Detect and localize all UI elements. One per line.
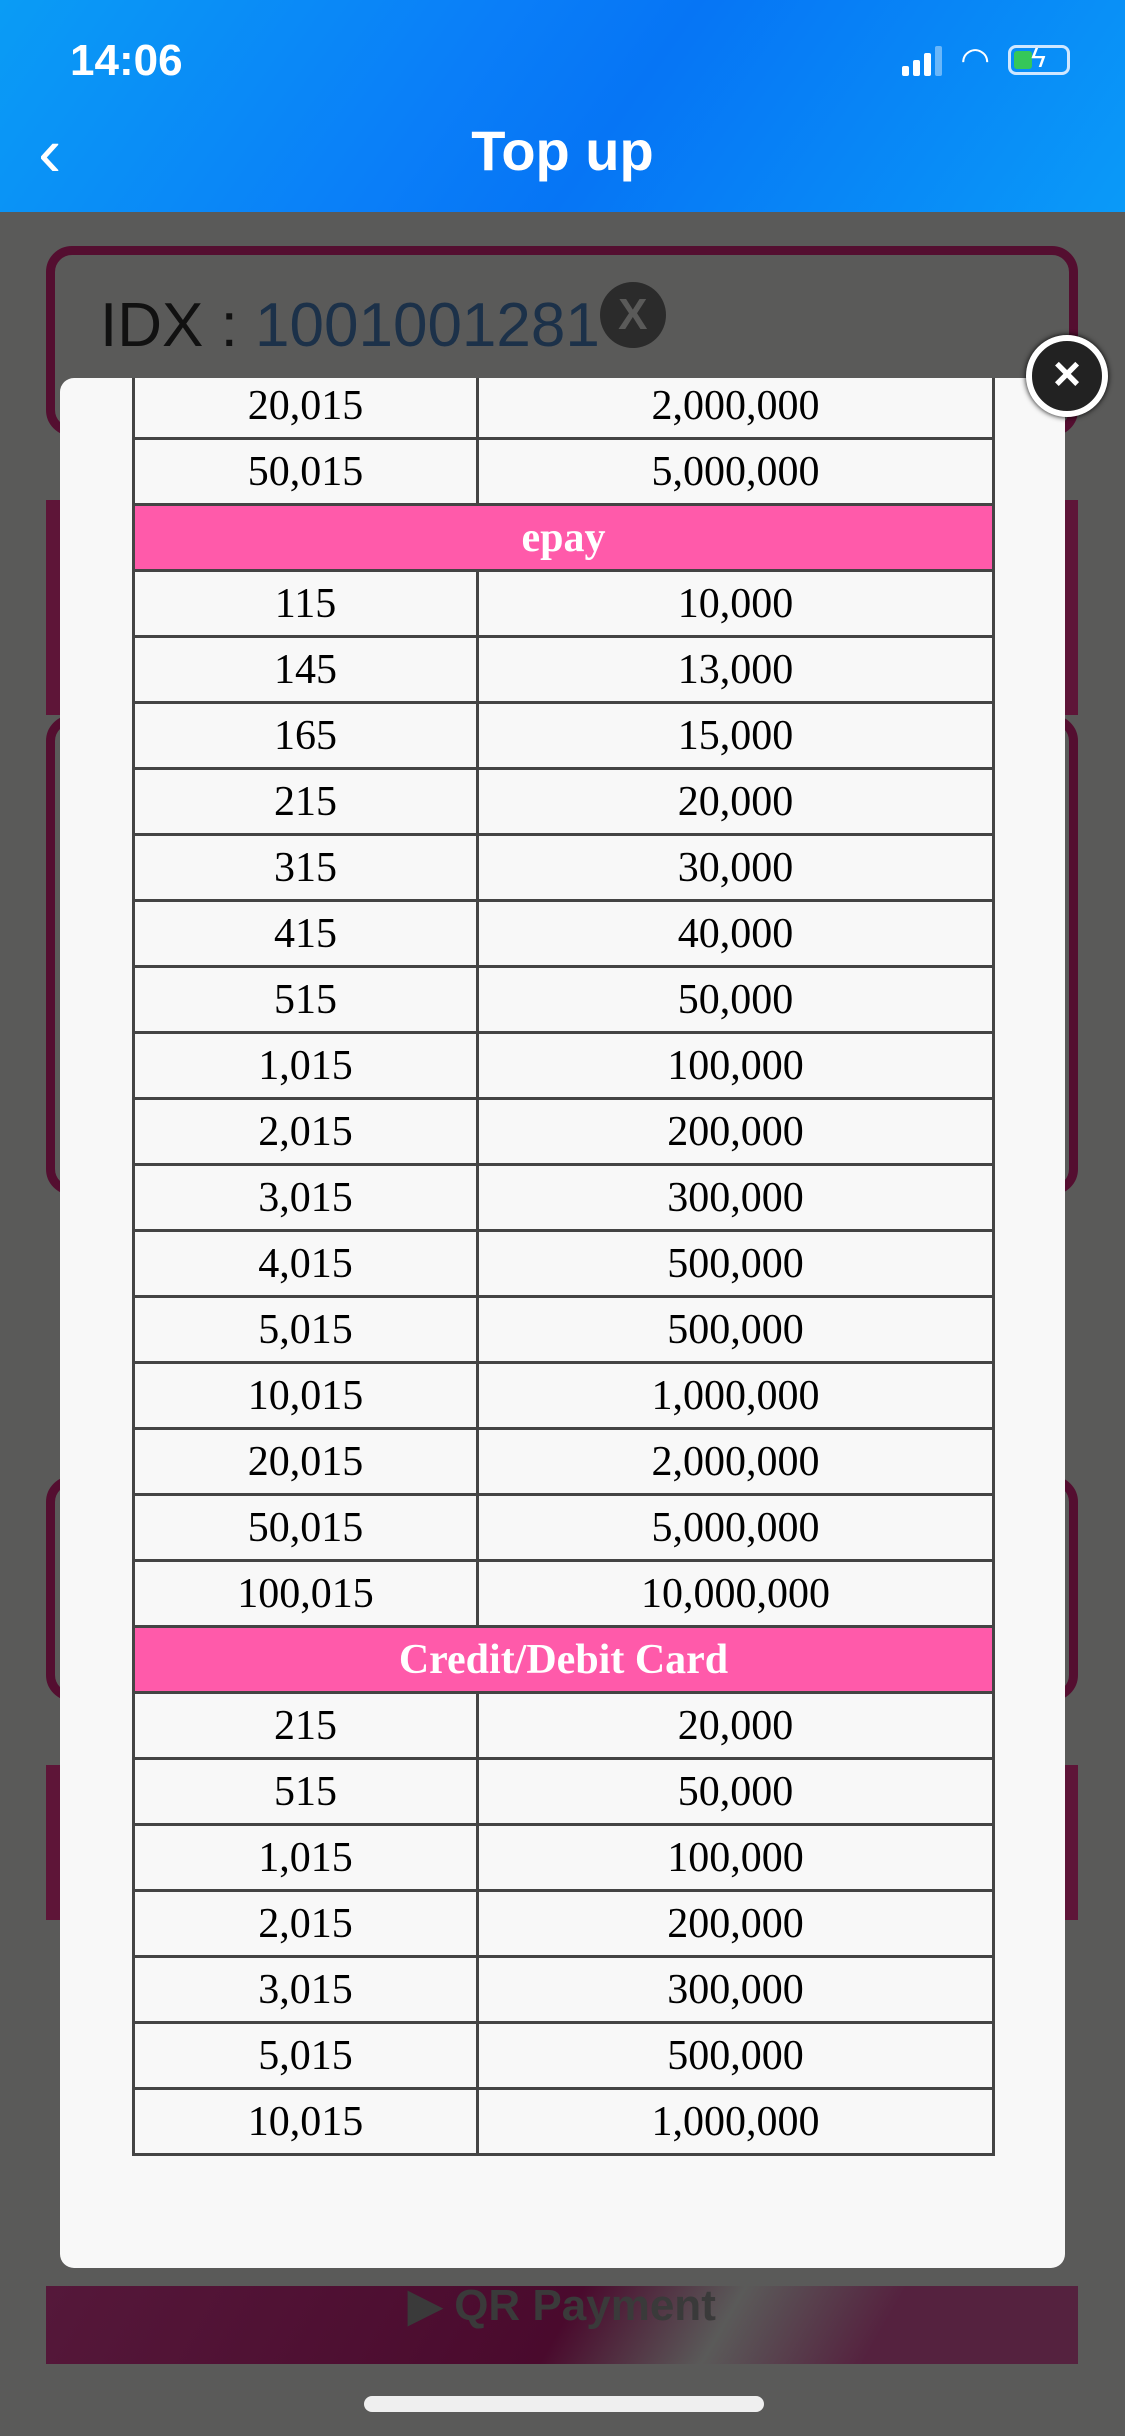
amount-cell: 500,000 <box>476 1229 995 1298</box>
home-indicator[interactable] <box>364 2396 764 2412</box>
fee-cell: 315 <box>132 833 479 902</box>
amount-cell: 15,000 <box>476 701 995 770</box>
amount-cell: 500,000 <box>476 1295 995 1364</box>
amount-cell: 500,000 <box>476 2021 995 2090</box>
fee-cell: 50,015 <box>132 1493 479 1562</box>
amount-cell: 10,000,000 <box>476 1559 995 1628</box>
table-row: 3,015 300,000 <box>132 1955 995 2024</box>
fee-cell: 20,015 <box>132 1427 479 1496</box>
amount-cell: 200,000 <box>476 1097 995 1166</box>
close-modal-button[interactable]: × <box>1026 335 1108 417</box>
table-row: 315 30,000 <box>132 833 995 902</box>
table-row: 10,015 1,000,000 <box>132 1361 995 1430</box>
section-header-row: epay <box>132 503 995 572</box>
amount-cell: 100,000 <box>476 1031 995 1100</box>
fee-cell: 4,015 <box>132 1229 479 1298</box>
amount-cell: 100,000 <box>476 1823 995 1892</box>
table-row: 215 20,000 <box>132 767 995 836</box>
table-row: 3,015 300,000 <box>132 1163 995 1232</box>
wifi-icon: ◠ <box>960 41 990 79</box>
fee-cell: 1,015 <box>132 1823 479 1892</box>
amount-cell: 300,000 <box>476 1955 995 2024</box>
table-row: 215 20,000 <box>132 1691 995 1760</box>
table-row: 20,015 2,000,000 <box>132 378 995 440</box>
section-title: epay <box>132 503 995 572</box>
fee-cell: 20,015 <box>132 378 479 440</box>
qr-payment-label: ▶ QR Payment <box>408 2281 716 2330</box>
amount-cell: 1,000,000 <box>476 2087 995 2156</box>
amount-cell: 2,000,000 <box>476 1427 995 1496</box>
amount-cell: 13,000 <box>476 635 995 704</box>
fee-table-modal: 20,015 2,000,000 50,015 5,000,000 epay 115 10,… <box>60 378 1065 2268</box>
fee-cell: 5,015 <box>132 1295 479 1364</box>
table-row: 115 10,000 <box>132 569 995 638</box>
nav-header: 14:06 ◠ ϟ ‹ Top up <box>0 0 1125 212</box>
fee-cell: 1,015 <box>132 1031 479 1100</box>
amount-cell: 10,000 <box>476 569 995 638</box>
back-button[interactable]: ‹ <box>38 113 62 191</box>
table-row: 1,015 100,000 <box>132 1031 995 1100</box>
amount-cell: 2,000,000 <box>476 378 995 440</box>
amount-cell: 50,000 <box>476 1757 995 1826</box>
status-icons: ◠ ϟ <box>902 40 1070 80</box>
amount-cell: 5,000,000 <box>476 1493 995 1562</box>
fee-cell: 5,015 <box>132 2021 479 2090</box>
fee-cell: 115 <box>132 569 479 638</box>
page-title: Top up <box>471 119 654 182</box>
section-title: Credit/Debit Card <box>132 1625 995 1694</box>
fee-cell: 2,015 <box>132 1097 479 1166</box>
amount-cell: 300,000 <box>476 1163 995 1232</box>
fee-cell: 215 <box>132 1691 479 1760</box>
table-row: 20,015 2,000,000 <box>132 1427 995 1496</box>
amount-cell: 1,000,000 <box>476 1361 995 1430</box>
table-row: 50,015 5,000,000 <box>132 437 995 506</box>
table-row: 5,015 500,000 <box>132 1295 995 1364</box>
fee-cell: 165 <box>132 701 479 770</box>
table-row: 415 40,000 <box>132 899 995 968</box>
fee-cell: 3,015 <box>132 1163 479 1232</box>
table-row: 50,015 5,000,000 <box>132 1493 995 1562</box>
fee-cell: 515 <box>132 965 479 1034</box>
table-row: 4,015 500,000 <box>132 1229 995 1298</box>
table-row: 515 50,000 <box>132 965 995 1034</box>
status-time: 14:06 <box>70 36 183 85</box>
signal-icon <box>902 44 943 76</box>
fee-cell: 215 <box>132 767 479 836</box>
table-row: 1,015 100,000 <box>132 1823 995 1892</box>
qr-payment-button[interactable]: ▶ QR Payment <box>46 2284 1078 2364</box>
amount-cell: 40,000 <box>476 899 995 968</box>
battery-charging-icon: ϟ <box>1008 42 1070 75</box>
idx-label: IDX : <box>100 291 256 360</box>
fee-cell: 100,015 <box>132 1559 479 1628</box>
idx-field: IDX : 1001001281 X <box>100 282 666 361</box>
table-row: 10,015 1,000,000 <box>132 2087 995 2156</box>
table-row: 2,015 200,000 <box>132 1097 995 1166</box>
amount-cell: 30,000 <box>476 833 995 902</box>
table-row: 2,015 200,000 <box>132 1889 995 1958</box>
fee-cell: 10,015 <box>132 2087 479 2156</box>
amount-cell: 50,000 <box>476 965 995 1034</box>
table-row: 100,015 10,000,000 <box>132 1559 995 1628</box>
clear-idx-button[interactable]: X <box>599 282 666 348</box>
idx-value: 1001001281 <box>255 291 600 360</box>
amount-cell: 5,000,000 <box>476 437 995 506</box>
fee-cell: 50,015 <box>132 437 479 506</box>
table-row: 165 15,000 <box>132 701 995 770</box>
fee-table: 20,015 2,000,000 50,015 5,000,000 epay 115 10,… <box>132 378 995 2156</box>
fee-cell: 515 <box>132 1757 479 1826</box>
table-row: 515 50,000 <box>132 1757 995 1826</box>
table-row: 145 13,000 <box>132 635 995 704</box>
amount-cell: 20,000 <box>476 1691 995 1760</box>
amount-cell: 20,000 <box>476 767 995 836</box>
fee-cell: 415 <box>132 899 479 968</box>
fee-table-scroll[interactable]: 20,015 2,000,000 50,015 5,000,000 epay 115 10,… <box>132 378 995 2156</box>
fee-cell: 145 <box>132 635 479 704</box>
fee-cell: 3,015 <box>132 1955 479 2024</box>
table-row: 5,015 500,000 <box>132 2021 995 2090</box>
amount-cell: 200,000 <box>476 1889 995 1958</box>
fee-cell: 10,015 <box>132 1361 479 1430</box>
section-header-row: Credit/Debit Card <box>132 1625 995 1694</box>
fee-cell: 2,015 <box>132 1889 479 1958</box>
